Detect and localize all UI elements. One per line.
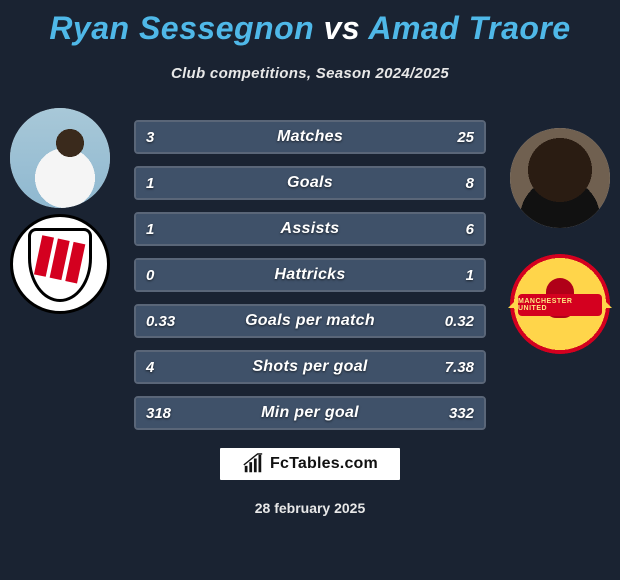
brand-badge: FcTables.com [220,448,400,480]
stat-row: 18Goals [134,166,486,200]
date-text: 28 february 2025 [0,500,620,516]
stat-label: Shots per goal [136,352,484,382]
player2-name: Amad Traore [368,10,570,46]
stat-row: 0.330.32Goals per match [134,304,486,338]
page-title: Ryan Sessegnon vs Amad Traore [0,10,620,47]
stat-row: 47.38Shots per goal [134,350,486,384]
avatar-placeholder [10,108,110,208]
stat-label: Goals per match [136,306,484,336]
comparison-card: Ryan Sessegnon vs Amad Traore Club compe… [0,0,620,580]
player1-club-crest [10,214,110,314]
stats-table: 325Matches 18Goals 16Assists 01Hattricks 0.3… [134,120,486,430]
stat-label: Goals [136,168,484,198]
player1-name: Ryan Sessegnon [49,10,314,46]
crest-banner: MANCHESTER UNITED [518,294,602,316]
vs-text: vs [324,10,361,46]
stat-label: Matches [136,122,484,152]
subtitle: Club competitions, Season 2024/2025 [0,65,620,82]
brand-text: FcTables.com [270,455,378,473]
stat-label: Min per goal [136,398,484,428]
stat-row: 325Matches [134,120,486,154]
avatar-placeholder [510,128,610,228]
stat-row: 01Hattricks [134,258,486,292]
stat-row: 16Assists [134,212,486,246]
player2-avatar [510,128,610,228]
player1-avatar [10,108,110,208]
chart-icon [242,453,264,475]
stat-row: 318332Min per goal [134,396,486,430]
stat-label: Hattricks [136,260,484,290]
player2-club-crest: MANCHESTER UNITED [510,254,610,354]
stat-label: Assists [136,214,484,244]
